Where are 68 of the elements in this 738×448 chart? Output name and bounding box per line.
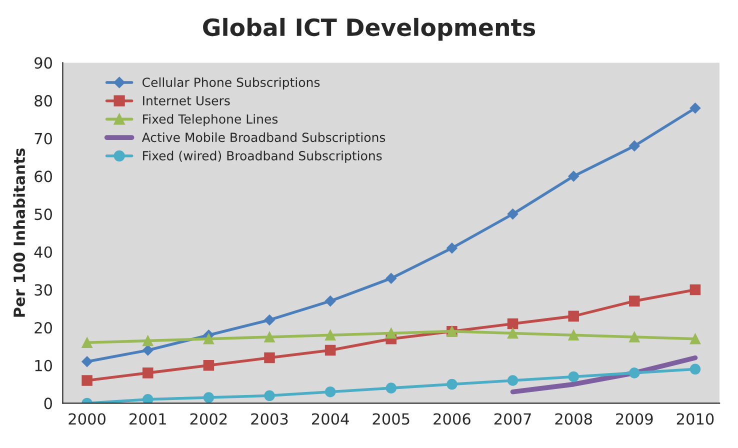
y-tick-label: 90 [34, 57, 52, 69]
point [446, 378, 458, 390]
point [507, 208, 518, 220]
point [142, 394, 154, 404]
y-tick-label: 70 [34, 132, 52, 144]
point [82, 375, 92, 386]
y-tick-label: 50 [34, 208, 52, 220]
x-tick-label: 2009 [616, 413, 653, 425]
point [264, 390, 275, 402]
x-tick-label: 2000 [68, 413, 106, 425]
point [324, 344, 336, 356]
y-tick-label: 80 [34, 95, 52, 107]
x-tick-label: 2002 [190, 413, 227, 425]
point [629, 368, 640, 378]
point [264, 352, 275, 364]
point [324, 296, 336, 306]
point [690, 364, 701, 375]
point [142, 344, 154, 356]
x-tick-label: 2004 [312, 413, 349, 425]
x-tick-label: 2005 [372, 413, 410, 425]
point [507, 328, 518, 339]
point [568, 330, 579, 340]
point [568, 170, 580, 182]
point [386, 382, 397, 394]
chart-title: Global ICT Developments [203, 18, 536, 41]
point [507, 375, 518, 386]
point [324, 330, 336, 340]
y-tick-label: 30 [34, 284, 52, 296]
point [82, 356, 92, 368]
point [203, 334, 214, 344]
point [690, 102, 701, 114]
x-tick-label: 2003 [251, 413, 288, 425]
legend-label: Fixed (wired) Broadband Subscriptions [143, 150, 382, 163]
x-tick-label: 2001 [130, 413, 166, 425]
legend-label: Cellular Phone Subscriptions [142, 77, 320, 90]
legend-label: Internet Users [143, 96, 230, 106]
y-tick-label: 0 [44, 398, 52, 410]
x-tick-label: 2007 [494, 413, 531, 425]
legend-label: Fixed Telephone Lines [143, 114, 278, 126]
point [264, 314, 275, 326]
y-tick-label: 20 [34, 322, 52, 334]
line-series [510, 355, 698, 394]
point [446, 242, 458, 254]
point [507, 318, 518, 330]
point [690, 334, 701, 344]
y-tick-label: 40 [34, 246, 52, 258]
point [82, 337, 92, 348]
x-tick-label: 2010 [676, 413, 714, 425]
legend-label: Active Mobile Broadband Subscriptions [142, 132, 386, 145]
point [203, 392, 214, 403]
point [690, 284, 701, 296]
point [568, 371, 579, 382]
x-tick-label: 2006 [434, 413, 470, 425]
point [629, 296, 640, 306]
x-tick-label: 2008 [555, 413, 592, 425]
point [386, 328, 397, 339]
point [142, 368, 154, 378]
point [386, 272, 397, 284]
point [568, 310, 579, 322]
point [628, 140, 640, 152]
point [203, 360, 214, 371]
point [629, 332, 640, 342]
y-tick-label: 10 [35, 360, 52, 372]
point [324, 386, 336, 398]
y-tick-label: 60 [34, 170, 52, 182]
point [264, 332, 275, 342]
y-axis-title: Per 100 Inhabitants [13, 148, 26, 317]
point [142, 335, 154, 346]
